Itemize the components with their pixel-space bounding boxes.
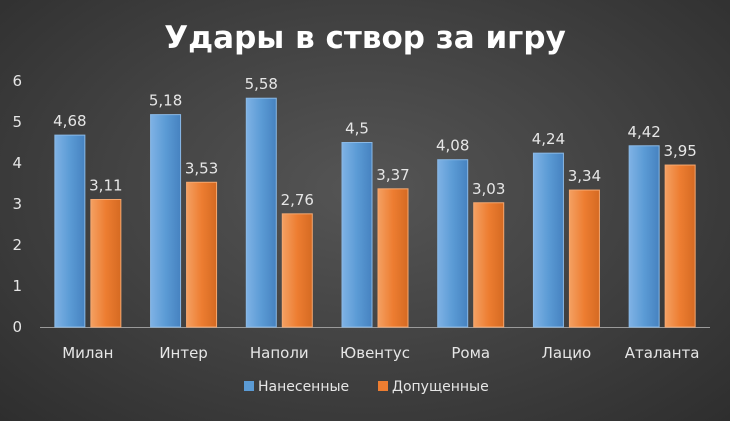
y-tick-label: 0 bbox=[12, 318, 22, 336]
data-label-series-2: 3,95 bbox=[663, 142, 696, 160]
y-tick-label: 2 bbox=[12, 236, 22, 254]
data-label-series-2: 3,37 bbox=[376, 166, 409, 184]
legend-label: Нанесенные bbox=[258, 379, 349, 395]
legend-label: Допущенные bbox=[392, 379, 489, 395]
y-tick-label: 4 bbox=[12, 154, 22, 172]
data-label-series-1: 4,68 bbox=[53, 112, 86, 130]
y-tick-label: 3 bbox=[12, 195, 22, 213]
x-tick-label: Рома bbox=[451, 344, 490, 362]
x-tick-label: Интер bbox=[159, 344, 208, 362]
bar-series-2 bbox=[90, 198, 122, 328]
data-label-series-1: 4,5 bbox=[345, 120, 369, 138]
data-label-series-1: 5,58 bbox=[245, 75, 278, 93]
x-axis: Милан Интер Наполи Ювентус Рома Лацио Аталанта bbox=[40, 327, 710, 362]
bar-series-1 bbox=[437, 159, 469, 328]
bar-series-2 bbox=[473, 202, 505, 328]
x-tick-label: Аталанта bbox=[625, 344, 700, 362]
bar-series-2 bbox=[281, 213, 313, 328]
legend-swatch bbox=[244, 381, 254, 391]
y-tick-label: 1 bbox=[12, 277, 22, 295]
data-label-series-1: 4,08 bbox=[436, 137, 469, 155]
legend-swatch bbox=[378, 381, 388, 391]
bar-series-1 bbox=[245, 97, 277, 328]
x-tick-label: Ювентус bbox=[340, 344, 410, 362]
bar-series-1 bbox=[532, 152, 564, 328]
data-label-series-1: 4,24 bbox=[532, 130, 565, 148]
y-tick-label: 5 bbox=[12, 113, 22, 131]
chart-title: Удары в створ за игру bbox=[164, 20, 566, 56]
bar-series-2 bbox=[568, 189, 600, 328]
bars: 4,68 5,18 5,58 4,5 4,08 4,24 4,42 3,11 3,53 2,76 3… bbox=[53, 75, 697, 328]
x-tick-label: Лацио bbox=[542, 344, 592, 362]
bar-series-1 bbox=[341, 142, 373, 328]
data-label-series-2: 3,11 bbox=[89, 176, 122, 194]
bar-series-1 bbox=[54, 134, 86, 328]
bar-series-1 bbox=[628, 145, 660, 328]
data-label-series-2: 2,76 bbox=[281, 191, 314, 209]
bar-series-2 bbox=[664, 164, 696, 328]
data-label-series-1: 4,42 bbox=[627, 123, 660, 141]
x-tick-label: Наполи bbox=[250, 344, 309, 362]
data-label-series-2: 3,53 bbox=[185, 159, 218, 177]
data-label-series-2: 3,03 bbox=[472, 180, 505, 198]
data-label-series-2: 3,34 bbox=[568, 167, 601, 185]
x-tick-label: Милан bbox=[62, 344, 113, 362]
bar-series-2 bbox=[186, 181, 218, 328]
y-axis: 0 1 2 3 4 5 6 bbox=[12, 72, 22, 336]
bar-series-2 bbox=[377, 188, 409, 328]
legend: Нанесенные Допущенные bbox=[244, 379, 489, 395]
bar-series-1 bbox=[150, 114, 182, 328]
y-tick-label: 6 bbox=[12, 72, 22, 90]
data-label-series-1: 5,18 bbox=[149, 92, 182, 110]
